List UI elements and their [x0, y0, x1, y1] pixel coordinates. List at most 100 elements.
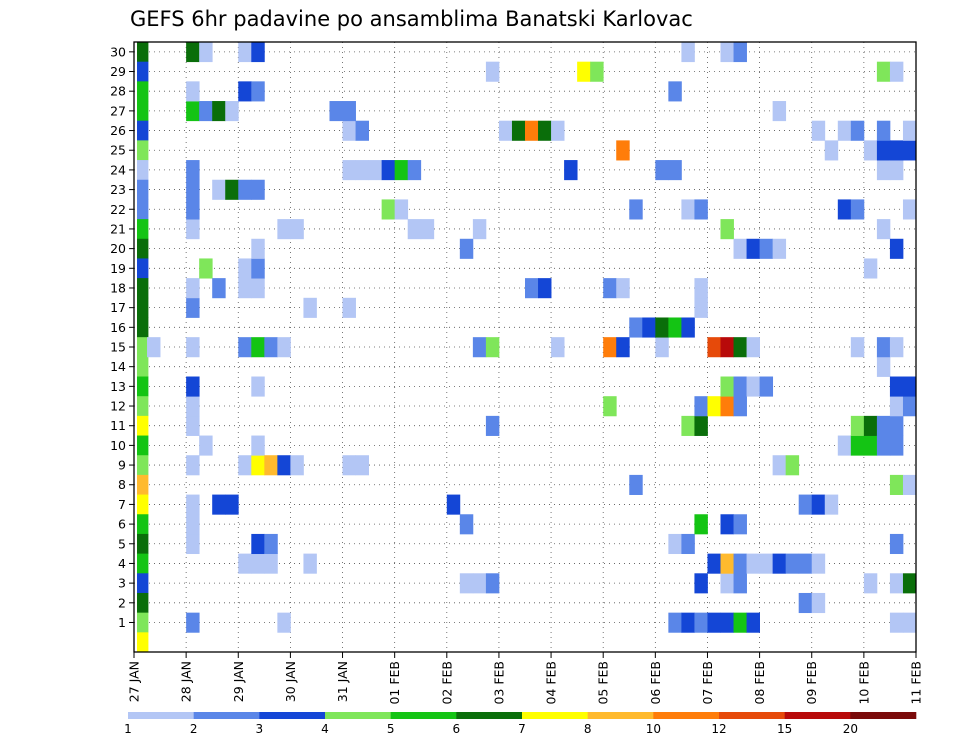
heatmap-cell — [485, 337, 500, 358]
heatmap-cell — [186, 415, 200, 436]
heatmap-cell — [889, 533, 904, 555]
y-tick-label: 21 — [110, 221, 126, 236]
heatmap-cell — [238, 553, 252, 574]
heatmap-cell — [137, 278, 149, 299]
heatmap-cell — [137, 61, 149, 82]
heatmap-cell — [733, 514, 747, 535]
heatmap-cell — [137, 199, 149, 220]
heatmap-cell — [876, 219, 891, 240]
heatmap-cell — [850, 120, 865, 141]
heatmap-cell — [629, 317, 643, 338]
heatmap-cell — [746, 553, 760, 574]
colorbar-label: 6 — [453, 722, 461, 736]
heatmap-cell — [746, 337, 760, 358]
heatmap-cell — [137, 455, 149, 476]
y-tick-label: 25 — [110, 143, 126, 158]
heatmap-cell — [876, 356, 891, 377]
heatmap-cell — [303, 297, 317, 318]
heatmap-cell — [137, 553, 149, 574]
heatmap-cell — [137, 179, 149, 200]
heatmap-cell — [746, 612, 760, 633]
heatmap-cell — [446, 494, 461, 515]
heatmap-cell — [772, 455, 787, 476]
heatmap-cell — [137, 592, 149, 614]
heatmap-cell — [186, 278, 200, 299]
heatmap-cell — [225, 101, 239, 122]
heatmap-cell — [785, 455, 800, 476]
heatmap-cell — [137, 514, 149, 535]
heatmap-cell — [186, 533, 200, 555]
heatmap-cell — [394, 199, 409, 220]
heatmap-cell — [459, 514, 474, 535]
y-tick-label: 8 — [118, 477, 126, 492]
x-tick-label: 04 FEB — [544, 661, 559, 705]
heatmap-cell — [707, 337, 721, 358]
heatmap-cell — [264, 455, 278, 476]
heatmap-cell — [681, 415, 695, 436]
heatmap-cell — [212, 494, 226, 515]
heatmap-cell — [655, 337, 669, 358]
heatmap-cell — [694, 396, 708, 417]
heatmap-cell — [485, 573, 500, 594]
heatmap-cell — [137, 356, 149, 377]
colorbar-swatch — [653, 712, 720, 719]
x-tick-label: 27 JAN — [127, 661, 142, 702]
heatmap-cell — [251, 81, 265, 102]
heatmap-cell — [746, 376, 760, 397]
heatmap-cell — [238, 179, 252, 200]
heatmap-cell — [277, 455, 291, 476]
x-tick-label: 07 FEB — [700, 661, 715, 705]
heatmap-cell — [137, 573, 149, 594]
heatmap-cell — [472, 337, 487, 358]
heatmap-cell — [212, 101, 226, 122]
heatmap-cell — [381, 199, 396, 220]
heatmap-cell — [798, 553, 813, 574]
y-tick-label: 5 — [118, 536, 126, 551]
heatmap-cell — [616, 337, 630, 358]
x-axis-ticks: 27 JAN 28 JAN 29 JAN 30 JAN 31 JAN 01 FEB 02 F… — [127, 652, 924, 705]
heatmap-cell — [251, 179, 265, 200]
heatmap-cell — [251, 278, 265, 299]
heatmap-cell — [902, 612, 917, 633]
heatmap-cell — [837, 199, 852, 220]
y-tick-label: 26 — [110, 123, 126, 138]
heatmap-cell — [889, 376, 904, 397]
y-tick-label: 1 — [118, 615, 126, 630]
heatmap-cell — [850, 415, 865, 436]
heatmap-cell — [694, 612, 708, 633]
y-tick-label: 12 — [110, 399, 126, 414]
heatmap-cell — [876, 61, 891, 82]
heatmap-cell — [186, 81, 200, 102]
heatmap-cell — [525, 278, 539, 299]
heatmap-cell — [889, 612, 904, 633]
heatmap-cell — [733, 238, 747, 259]
heatmap-cell — [538, 120, 552, 141]
y-tick-label: 23 — [110, 182, 126, 197]
heatmap-cell — [902, 140, 917, 161]
heatmap-cell — [368, 160, 383, 181]
heatmap-cell — [694, 297, 708, 318]
colorbar-label: 1 — [124, 722, 132, 736]
heatmap-cell — [238, 337, 252, 358]
heatmap-cell — [889, 474, 904, 495]
heatmap-cell — [902, 120, 917, 141]
heatmap-cell — [186, 101, 200, 122]
heatmap-cell — [759, 238, 774, 259]
heatmap-cell — [137, 435, 149, 456]
heatmap-cell — [642, 317, 656, 338]
heatmap-cell — [733, 396, 747, 417]
heatmap-cell — [876, 120, 891, 141]
heatmap-cell — [199, 42, 213, 63]
heatmap-cell — [772, 238, 787, 259]
heatmap-cell — [137, 415, 149, 436]
heatmap-cell — [251, 376, 265, 397]
chart-title: GEFS 6hr padavine po ansamblima Banatski… — [130, 7, 693, 31]
heatmap-cell — [137, 258, 149, 279]
heatmap-cell — [785, 553, 800, 574]
heatmap-cell — [902, 396, 917, 417]
colorbar-swatch — [784, 712, 851, 719]
heatmap-cell — [707, 553, 721, 574]
heatmap-cell — [863, 415, 878, 436]
heatmap-cell — [564, 160, 578, 181]
heatmap-cell — [694, 514, 708, 535]
